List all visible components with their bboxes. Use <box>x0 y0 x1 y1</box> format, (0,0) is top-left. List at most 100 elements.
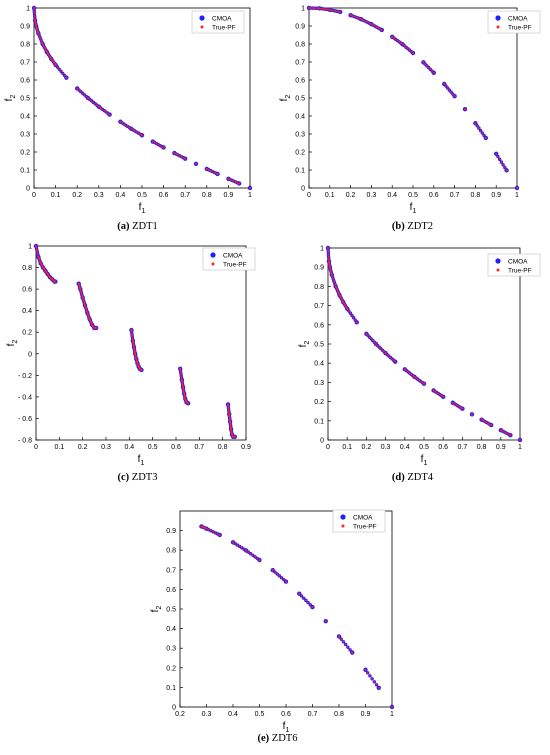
data-point <box>43 45 45 48</box>
data-point <box>347 310 350 312</box>
data-point <box>139 133 142 136</box>
legend-label-true-pf: True-PF <box>353 524 377 531</box>
y-tick-label: 0.4 <box>295 114 305 121</box>
y-tick-label: - 0.2 <box>18 373 32 380</box>
x-tick-label: 0.3 <box>202 711 212 718</box>
x-tick-label: 1 <box>515 192 519 199</box>
y-tick-label: 0.2 <box>20 150 30 157</box>
y-tick-label: 0.6 <box>20 78 30 85</box>
data-point <box>379 347 382 350</box>
data-point <box>410 50 413 53</box>
data-point <box>36 252 39 255</box>
data-point <box>490 423 493 427</box>
legend-label-true-pf: True-PF <box>223 262 247 269</box>
y-axis-label: f2 <box>6 340 19 347</box>
y-tick-label: 0.6 <box>22 287 32 294</box>
data-point <box>476 124 479 127</box>
x-tick-label: 0.4 <box>228 711 238 718</box>
data-point <box>80 293 83 296</box>
data-point <box>337 10 340 13</box>
data-point <box>135 131 138 133</box>
y-tick-label: 0.5 <box>20 96 30 103</box>
y-axis-label: f2 <box>279 95 292 102</box>
x-axis-label: f1 <box>139 202 146 215</box>
data-point <box>311 605 314 609</box>
chart-zdt1: 0 0.1 0.2 0.3 0.4 0.5 0.6 0.7 0.8 0.9 1 0 0.1 0.2 0.3 0… <box>4 6 253 215</box>
data-point <box>157 143 160 146</box>
data-point <box>481 132 484 134</box>
data-point <box>461 407 464 410</box>
legend-box <box>191 10 245 34</box>
legend-marker-true-pf <box>496 268 500 272</box>
data-point <box>339 10 342 14</box>
data-point <box>399 42 402 44</box>
data-point <box>140 134 144 137</box>
data-point <box>337 635 341 638</box>
x-tick-label: 0.8 <box>471 192 481 199</box>
data-point <box>351 14 354 17</box>
data-point <box>101 108 104 111</box>
data-point <box>278 574 281 577</box>
data-point <box>124 124 127 127</box>
data-point <box>321 7 324 10</box>
data-point <box>424 63 427 65</box>
data-point <box>389 356 392 359</box>
caption-zdt4-tag: (d) <box>391 472 405 483</box>
data-point <box>327 256 330 258</box>
data-point <box>227 406 230 409</box>
data-point <box>304 599 307 602</box>
data-point <box>318 7 321 10</box>
data-point <box>179 367 182 370</box>
data-point <box>327 258 330 261</box>
data-point <box>453 402 456 405</box>
data-point <box>130 127 133 130</box>
x-tick-label: 0.3 <box>94 192 104 199</box>
data-point <box>247 551 250 554</box>
data-point <box>392 359 395 362</box>
legend-label-cmoa: CMOA <box>353 515 373 522</box>
data-point <box>315 7 317 10</box>
caption-zdt3: (c) ZDT3 <box>0 472 275 483</box>
x-tick-label: 0.6 <box>438 444 448 451</box>
data-point <box>391 35 394 38</box>
data-point <box>344 643 347 646</box>
data-point <box>373 341 376 344</box>
data-point <box>131 332 133 335</box>
data-point <box>35 246 38 249</box>
data-point <box>106 112 109 115</box>
y-tick-label: 0.6 <box>314 322 324 329</box>
data-point <box>470 413 474 416</box>
data-point <box>216 172 219 176</box>
data-point <box>451 401 454 404</box>
x-tick-label: 0.4 <box>387 192 397 199</box>
data-point <box>323 8 326 10</box>
data-point <box>80 292 83 295</box>
x-tick-label: 0.2 <box>78 444 88 451</box>
data-point <box>258 558 261 562</box>
y-tick-label: 0.4 <box>166 626 176 633</box>
data-point <box>236 544 239 547</box>
legend-marker-true-pf <box>341 524 345 528</box>
data-point <box>437 392 440 395</box>
data-point <box>105 111 107 113</box>
y-tick-label: 0.2 <box>295 150 305 157</box>
x-tick-label: 0.1 <box>325 192 335 199</box>
data-point <box>380 28 383 32</box>
data-point <box>95 326 98 330</box>
data-point <box>450 91 453 94</box>
data-point <box>353 15 355 18</box>
x-tick-label: 0.8 <box>202 192 212 199</box>
data-point <box>205 167 208 171</box>
y-tick-label: 0 <box>320 438 324 445</box>
x-tick-label: 0 <box>307 192 311 199</box>
data-point <box>349 312 352 315</box>
data-point <box>365 20 368 23</box>
x-tick-label: 0.7 <box>450 192 460 199</box>
data-point <box>405 46 407 49</box>
data-point <box>445 85 447 87</box>
x-tick-label: 0.7 <box>308 711 318 718</box>
data-point <box>432 389 435 392</box>
y-tick-label: - 0.6 <box>18 416 32 423</box>
x-tick-label: 0.5 <box>408 192 418 199</box>
data-point <box>232 180 235 183</box>
